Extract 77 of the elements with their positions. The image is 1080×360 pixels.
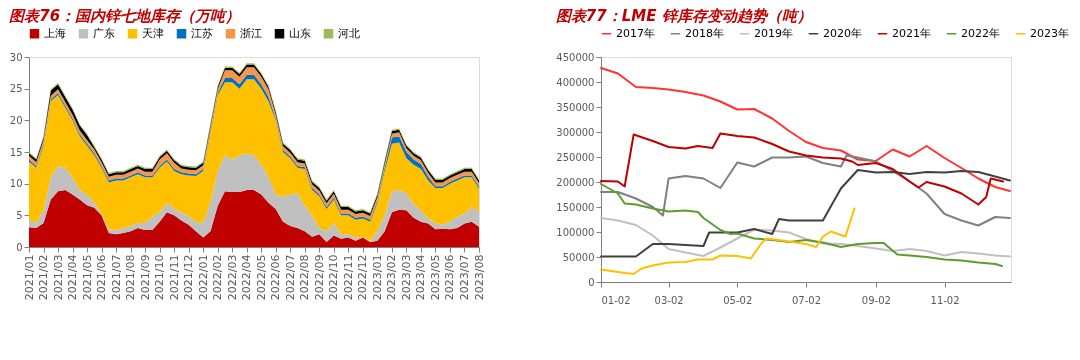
x-tick-label: 2022/12 xyxy=(356,254,370,301)
x-tick-label: 2023/06 xyxy=(443,254,457,301)
x-tick-label: 2021/03 xyxy=(51,254,65,301)
x-tick-label: 2022/03 xyxy=(225,254,239,301)
x-tick-label: 2021/06 xyxy=(95,254,109,301)
line-series xyxy=(600,207,856,275)
legend-label: 上海 xyxy=(44,26,66,40)
x-tick-label: 2023/05 xyxy=(428,254,442,301)
legend-label: 2019年 xyxy=(754,26,793,40)
y-tick-label: 150000 xyxy=(556,201,595,213)
y-tick-label: 0 xyxy=(588,276,595,288)
y-tick-label: 25 xyxy=(9,83,23,95)
x-tick-label: 2022/11 xyxy=(341,254,355,301)
legend-label: 2022年 xyxy=(961,26,1000,40)
x-tick-label: 2023/02 xyxy=(385,254,399,301)
x-tick-label: 2022/02 xyxy=(211,254,225,301)
y-tick-label: 50000 xyxy=(562,251,595,263)
y-tick-label: 0 xyxy=(16,241,23,253)
x-tick-label: 2021/10 xyxy=(153,254,167,301)
y-tick-label: 400000 xyxy=(556,76,595,88)
x-tick-label: 2022/06 xyxy=(269,254,283,301)
x-tick-label: 2022/04 xyxy=(240,254,254,301)
x-tick-label: 03-02 xyxy=(654,294,684,306)
x-tick-label: 2023/08 xyxy=(472,254,486,301)
y-tick-label: 5 xyxy=(16,209,23,221)
legend-label: 2023年 xyxy=(1030,26,1069,40)
y-tick-label: 100000 xyxy=(556,226,595,238)
legend-label: 广东 xyxy=(93,26,115,40)
line-series xyxy=(600,67,1011,192)
y-tick-label: 350000 xyxy=(556,101,595,113)
x-tick-label: 2021/08 xyxy=(124,254,138,301)
x-tick-label: 2021/05 xyxy=(80,254,94,301)
legend-label: 2018年 xyxy=(685,26,724,40)
x-tick-label: 2021/11 xyxy=(167,254,181,301)
line-series xyxy=(600,132,1005,206)
y-tick-label: 30 xyxy=(9,51,23,63)
x-tick-label: 2021/01 xyxy=(22,254,36,301)
x-tick-label: 2022/01 xyxy=(196,254,210,301)
x-tick-label: 09-02 xyxy=(861,294,891,306)
line-series xyxy=(600,169,1011,258)
y-tick-label: 20 xyxy=(9,114,23,126)
y-tick-label: 450000 xyxy=(556,51,595,63)
legend-label: 2020年 xyxy=(823,26,862,40)
x-tick-label: 2021/04 xyxy=(66,254,80,301)
y-tick-label: 250000 xyxy=(556,151,595,163)
x-tick-label: 2022/08 xyxy=(298,254,312,301)
x-tick-label: 07-02 xyxy=(791,294,822,306)
y-tick-label: 200000 xyxy=(556,176,595,188)
x-tick-label: 2021/12 xyxy=(182,254,196,301)
legend-label: 2021年 xyxy=(892,26,931,40)
x-tick-label: 2022/05 xyxy=(254,254,268,301)
x-tick-label: 2022/07 xyxy=(283,254,297,301)
line-series xyxy=(600,217,1011,258)
x-tick-label: 2022/09 xyxy=(312,254,326,301)
x-tick-label: 2021/07 xyxy=(109,254,123,301)
legend-label: 2017年 xyxy=(616,26,655,40)
legend-label: 山东 xyxy=(289,26,311,40)
x-tick-label: 2023/07 xyxy=(457,254,471,301)
x-tick-label: 2023/03 xyxy=(399,254,413,301)
chart-title: 图表76：国内锌七地库存（万吨） xyxy=(9,7,241,25)
x-tick-label: 2021/02 xyxy=(37,254,51,301)
x-tick-label: 05-02 xyxy=(723,294,753,306)
y-tick-label: 300000 xyxy=(556,126,595,138)
x-tick-label: 11-02 xyxy=(930,294,960,306)
x-tick-label: 2022/10 xyxy=(327,254,341,301)
legend-label: 江苏 xyxy=(191,26,213,40)
legend-label: 河北 xyxy=(338,26,360,40)
x-tick-label: 2021/09 xyxy=(138,254,152,301)
chart-title: 图表77：LME 锌库存变动趋势（吨） xyxy=(555,7,812,25)
legend-label: 浙江 xyxy=(240,26,262,40)
x-tick-label: 2023/01 xyxy=(370,254,384,301)
legend-label: 天津 xyxy=(142,26,164,40)
line-series xyxy=(600,183,1003,267)
y-tick-label: 10 xyxy=(9,178,23,190)
x-tick-label: 01-02 xyxy=(601,294,631,306)
x-tick-label: 2023/04 xyxy=(414,254,428,301)
y-tick-label: 15 xyxy=(9,146,23,158)
